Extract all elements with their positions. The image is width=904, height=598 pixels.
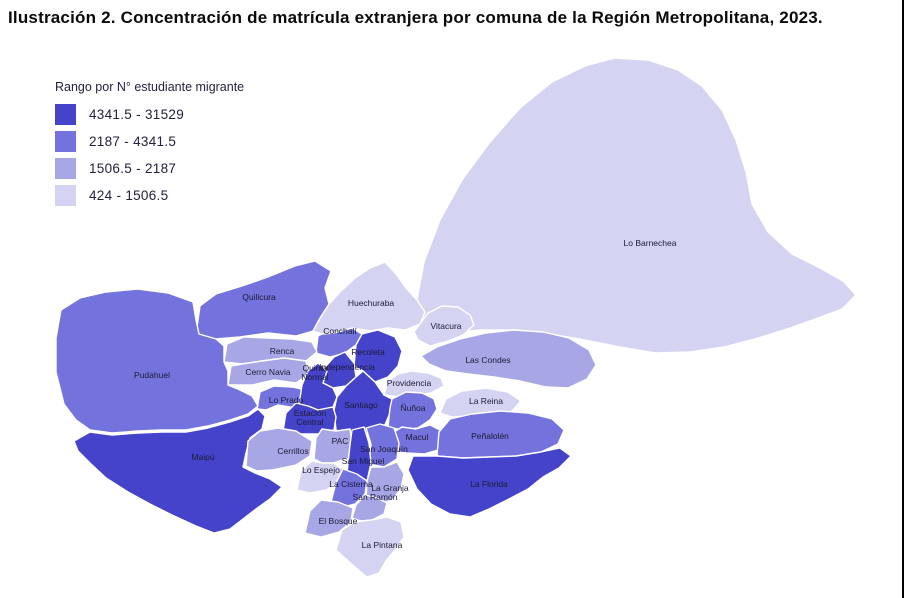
region-quilicura: [195, 260, 332, 340]
region-lo-espejo: [296, 460, 344, 494]
region-cerro-navia: [227, 357, 310, 386]
region-nunoa: [387, 391, 438, 431]
region-el-bosque: [304, 499, 354, 538]
region-la-pintana: [335, 516, 405, 578]
legend-swatch-1: [55, 131, 76, 152]
legend-item-3: 424 - 1506.5: [55, 185, 244, 206]
map-regions: [55, 57, 857, 578]
figure-title: Ilustración 2. Concentración de matrícul…: [8, 8, 823, 27]
region-independencia: [322, 351, 357, 389]
legend-item-1: 2187 - 4341.5: [55, 131, 244, 152]
legend-label-3: 424 - 1506.5: [89, 188, 169, 203]
legend: Rango por N° estudiante migrante 4341.5 …: [55, 80, 244, 212]
legend-swatch-2: [55, 158, 76, 179]
region-pudahuel: [55, 288, 259, 434]
legend-label-0: 4341.5 - 31529: [89, 107, 185, 122]
region-san-joaquin: [365, 423, 400, 468]
region-maipu: [73, 408, 283, 534]
legend-label-2: 1506.5 - 2187: [89, 161, 177, 176]
region-pac: [313, 428, 353, 464]
legend-swatch-3: [55, 185, 76, 206]
region-cerrillos: [245, 427, 313, 472]
legend-label-1: 2187 - 4341.5: [89, 134, 177, 149]
legend-items: 4341.5 - 31529 2187 - 4341.5 1506.5 - 2187…: [55, 104, 244, 206]
legend-item-0: 4341.5 - 31529: [55, 104, 244, 125]
region-vitacura: [413, 305, 475, 347]
legend-swatch-0: [55, 104, 76, 125]
legend-item-2: 1506.5 - 2187: [55, 158, 244, 179]
region-lo-barnechea: [416, 57, 857, 354]
legend-title: Rango por N° estudiante migrante: [55, 80, 245, 94]
region-las-condes: [420, 329, 597, 389]
region-la-florida: [407, 447, 572, 518]
region-estacion-central: [282, 402, 337, 435]
